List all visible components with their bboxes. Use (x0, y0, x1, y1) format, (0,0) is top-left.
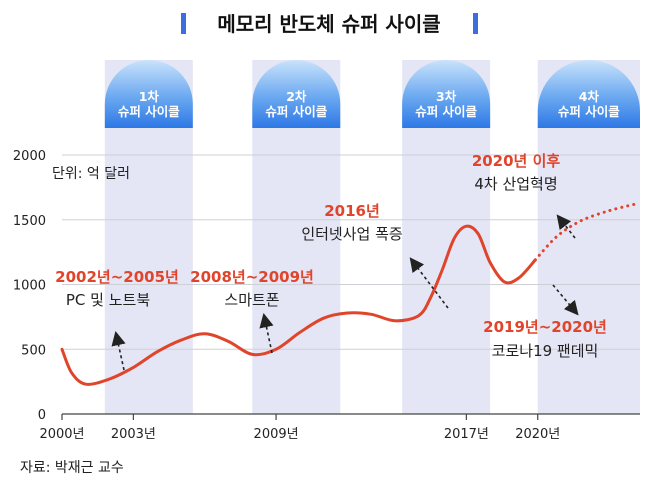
x-tick-label-2000: 2000년 (39, 427, 84, 442)
cycle-sublabel-3: 슈퍼 사이클 (415, 104, 477, 119)
annotation-5-text: 4차 산업혁명 (474, 175, 557, 193)
arrow-5 (556, 214, 576, 239)
annotation-2-text: 스마트폰 (224, 291, 279, 309)
cycle-header-3 (402, 59, 491, 129)
y-tick-label-1500: 1500 (13, 214, 46, 229)
annotation-3-text: 인터넷사업 폭증 (301, 225, 402, 243)
annotation-4-text: 코로나19 팬데믹 (492, 342, 599, 360)
annotation-1-title: 2002년~2005년 (55, 268, 179, 286)
title-bar-left (181, 13, 186, 34)
x-tick-label-2009: 2009년 (254, 427, 299, 442)
annotation-5: 2020년 이후 4차 산업혁명 (472, 152, 561, 193)
annotation-4-title: 2019년~2020년 (483, 318, 607, 336)
y-tick-label-0: 0 (38, 408, 46, 423)
cycle-label-1: 1차 (139, 89, 160, 104)
x-tick-label-2003: 2003년 (111, 427, 156, 442)
cycle-sublabel-1: 슈퍼 사이클 (118, 104, 180, 119)
annotation-4: 2019년~2020년 코로나19 팬데믹 (483, 318, 607, 360)
unit-label: 단위: 억 달러 (52, 166, 130, 182)
cycle-label-4: 4차 (579, 89, 600, 104)
market-line (60, 224, 537, 386)
annotation-3-title: 2016년 (324, 202, 380, 220)
x-tick-label-2017: 2017년 (444, 427, 489, 442)
cycle-header-1 (104, 60, 193, 128)
annotation-arrows (111, 214, 579, 371)
annotation-1-text: PC 및 노트북 (66, 291, 150, 309)
cycle-sublabel-4: 슈퍼 사이클 (558, 104, 620, 119)
cycle-label-2: 2차 (286, 89, 307, 104)
annotation-3: 2016년 인터넷사업 폭증 (301, 202, 402, 243)
y-tick-label-1000: 1000 (13, 279, 46, 294)
cycle-label-3: 3차 (436, 89, 457, 104)
cycle-header-4 (537, 59, 640, 128)
x-tick-label-2020: 2020년 (515, 427, 560, 442)
annotation-5-title: 2020년 이후 (472, 152, 561, 170)
annotation-1: 2002년~2005년 PC 및 노트북 (55, 268, 179, 309)
cycle-header-2 (252, 60, 341, 128)
cycle-sublabel-2: 슈퍼 사이클 (265, 104, 327, 119)
source-label: 자료: 박재근 교수 (20, 460, 124, 476)
y-tick-label-500: 500 (21, 343, 46, 358)
forecast-line (533, 202, 640, 262)
annotation-2-title: 2008년~2009년 (190, 268, 314, 286)
annotation-2: 2008년~2009년 스마트폰 (190, 268, 314, 309)
title-bar-right (473, 13, 478, 34)
y-tick-label-2000: 2000 (13, 149, 46, 164)
chart-title: 메모리 반도체 슈퍼 사이클 (217, 12, 440, 36)
